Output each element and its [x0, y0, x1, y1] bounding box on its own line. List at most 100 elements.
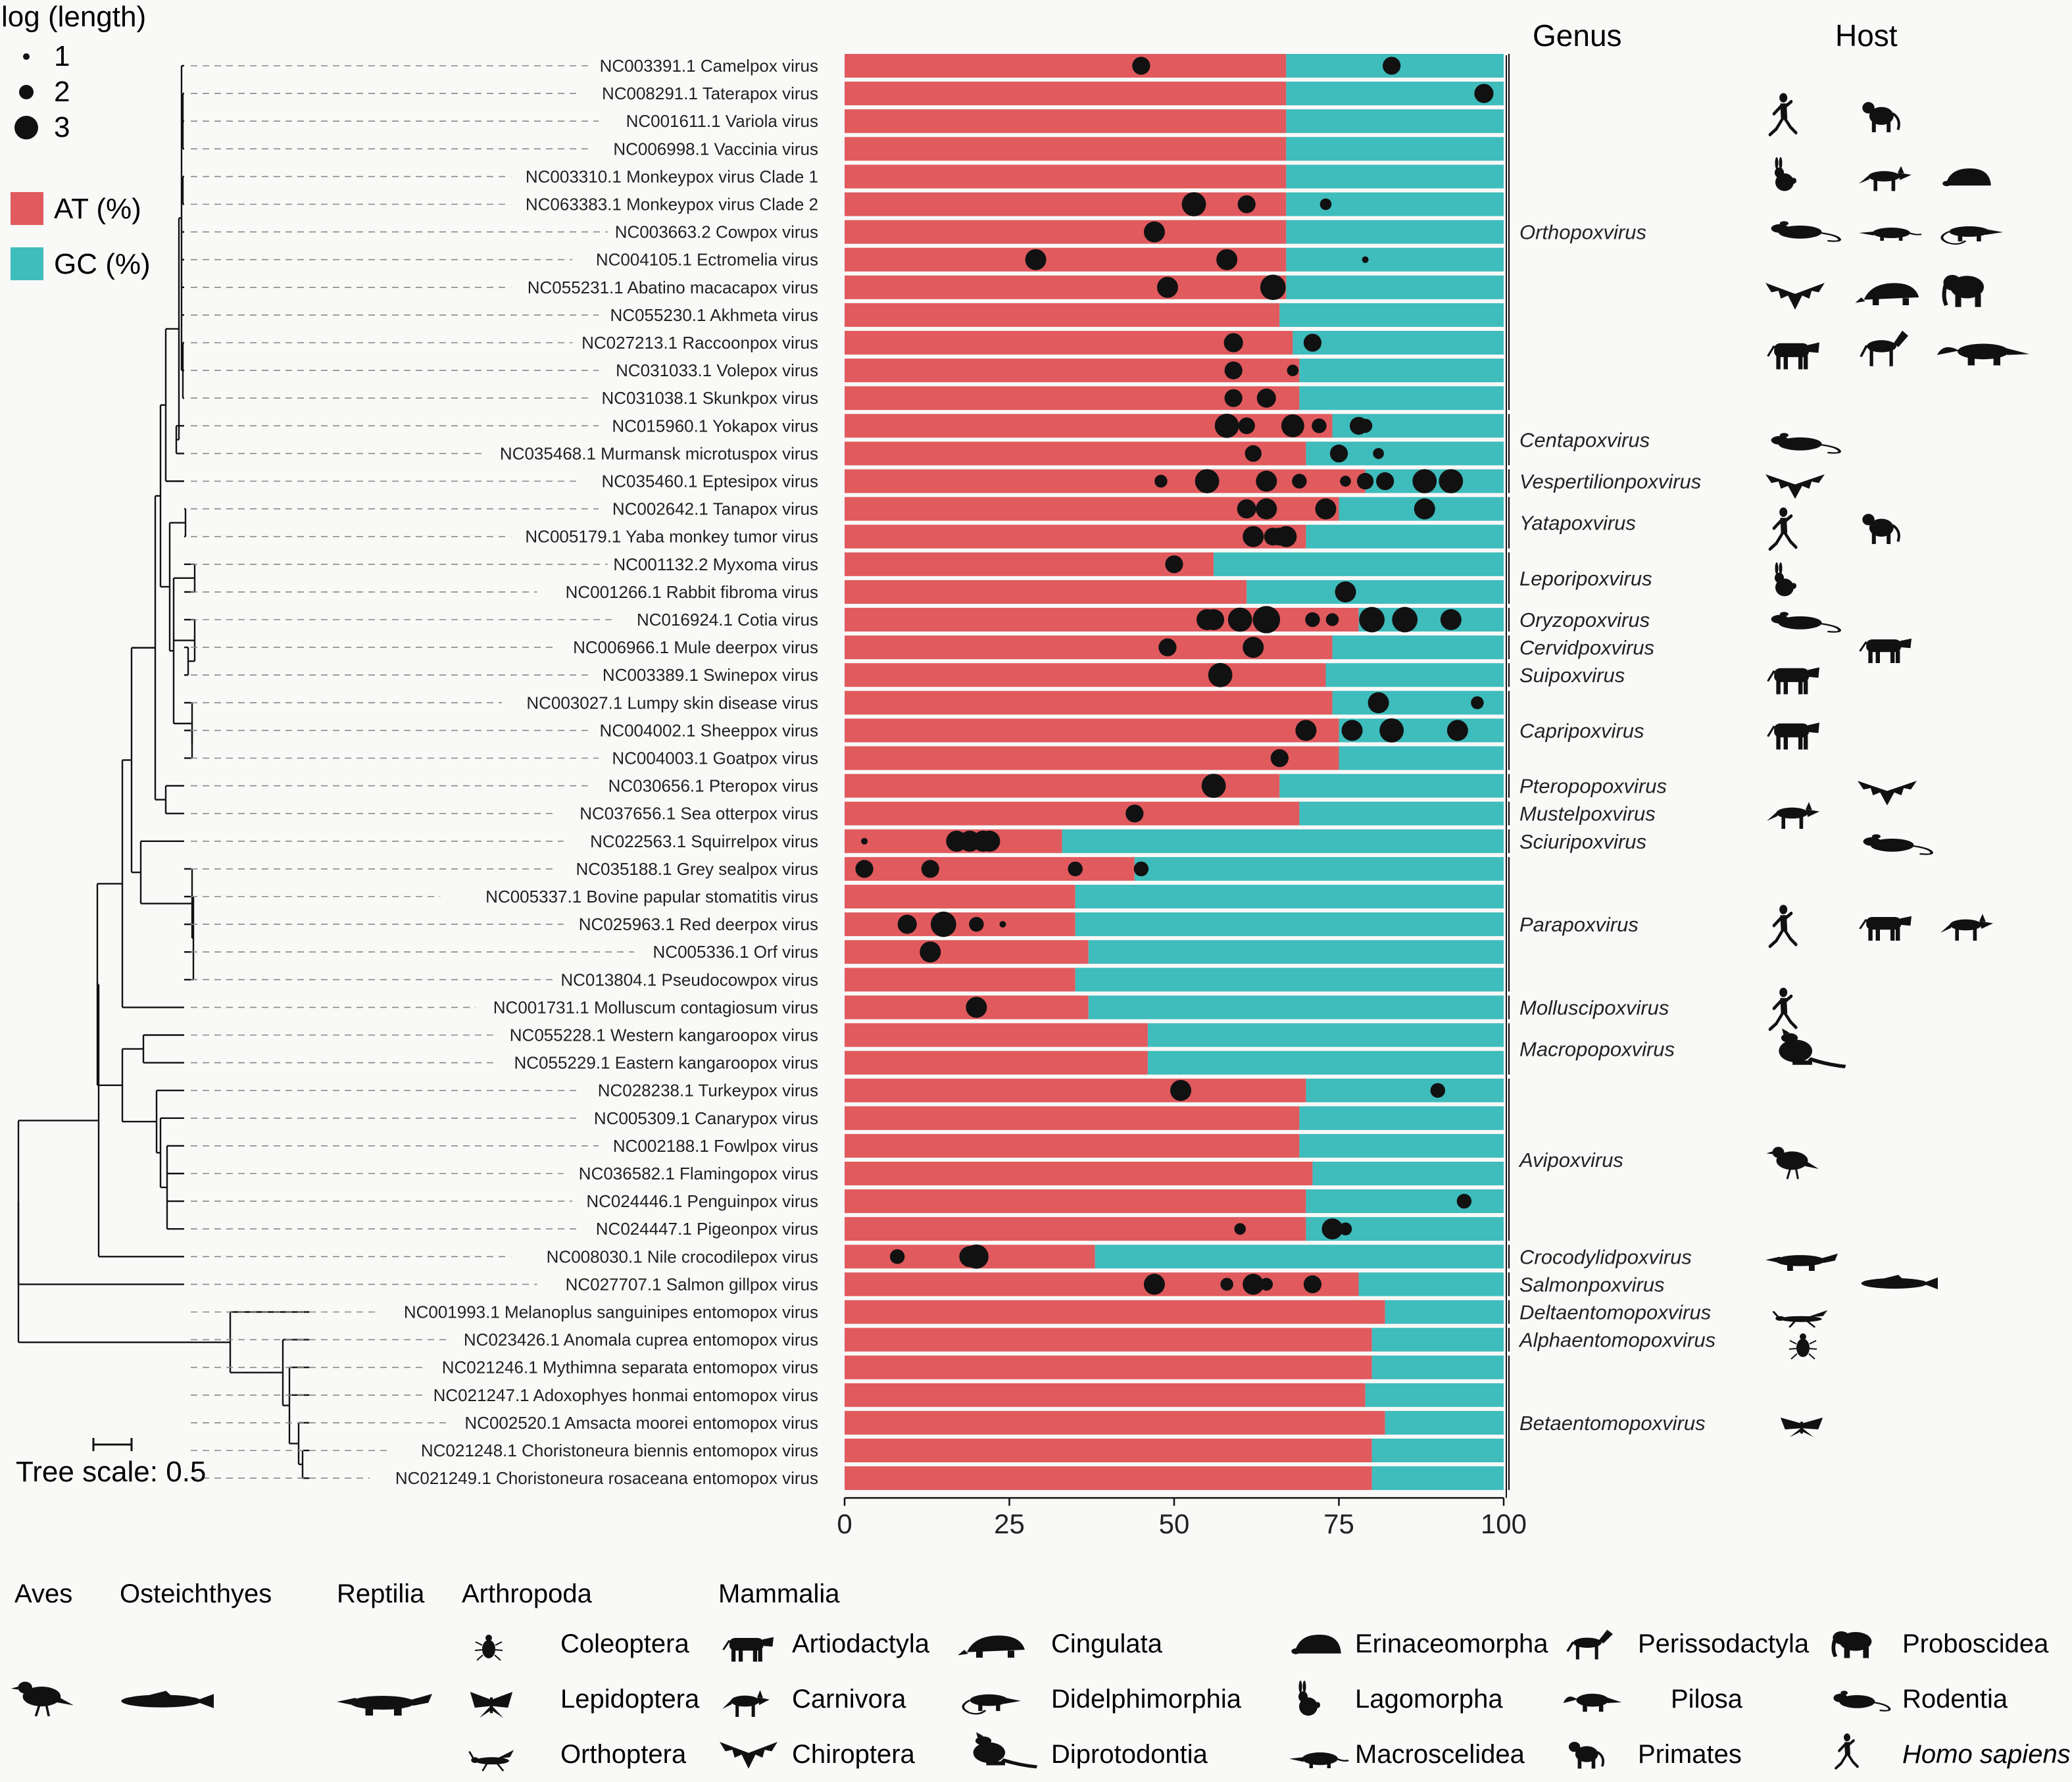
gc-bar-segment [1299, 359, 1504, 383]
legend-rodentia: Rodentia [1902, 1685, 2008, 1714]
length-dot [1256, 470, 1277, 492]
gc-bar-segment [1286, 164, 1504, 189]
taxon-label: NC021247.1 Adoxophyes honmai entomopox v… [433, 1385, 818, 1405]
length-dot [1154, 474, 1168, 488]
x-tick-label: 75 [1323, 1508, 1354, 1539]
at-bar-segment [845, 386, 1300, 410]
length-dot [1303, 334, 1322, 352]
at-bar-segment [845, 1383, 1366, 1407]
length-dot [1430, 1083, 1445, 1098]
host-column [1765, 93, 2030, 1437]
human-icon [1770, 987, 1796, 1029]
taxon-label: NC004105.1 Ectromelia virus [596, 250, 818, 270]
genus-label: Leporipoxvirus [1519, 567, 1652, 590]
bat-icon [1858, 781, 1917, 806]
taxon-label: NC003027.1 Lumpy skin disease virus [526, 693, 818, 712]
gc-bar-segment [1371, 1355, 1504, 1379]
taxon-label: NC008030.1 Nile crocodilepox virus [547, 1247, 818, 1266]
monkey-icon [1861, 101, 1900, 134]
legend-primates: Primates [1638, 1740, 1742, 1769]
at-bar-segment [845, 524, 1306, 549]
gc-bar-segment [1306, 524, 1504, 549]
legend-macroscelidea: Macroscelidea [1355, 1740, 1525, 1769]
length-dot [1329, 444, 1348, 463]
legend-artiodactyla: Artiodactyla [792, 1629, 930, 1658]
genus-label: Salmonpoxvirus [1519, 1273, 1665, 1296]
length-dot [1025, 249, 1047, 270]
length-dot [1339, 1222, 1352, 1235]
length-dot [1281, 414, 1304, 437]
taxon-label: NC001266.1 Rabbit fibroma virus [566, 582, 818, 602]
taxon-label: NC024446.1 Penguinpox virus [586, 1191, 818, 1211]
length-dot [1252, 606, 1281, 633]
group-arthropoda: Arthropoda [462, 1579, 593, 1608]
horse-icon [1860, 329, 1910, 368]
at-bar-segment [845, 691, 1333, 715]
taxon-label: NC013804.1 Pseudocowpox virus [560, 970, 818, 989]
taxon-label: NC015960.1 Yokapox virus [612, 416, 818, 435]
taxon-label: NC031038.1 Skunkpox virus [601, 388, 818, 408]
taxon-label: NC016924.1 Cotia virus [637, 610, 818, 630]
bovine-icon [1767, 721, 1821, 751]
taxon-label: NC035188.1 Grey sealpox virus [576, 859, 818, 879]
taxon-label: NC002520.1 Amsacta moorei entomopox viru… [464, 1413, 818, 1433]
length-dot [1170, 1079, 1192, 1101]
gc-bar-segment [1286, 275, 1504, 299]
taxon-label: NC005179.1 Yaba monkey tumor virus [525, 527, 818, 547]
human-icon [1770, 904, 1796, 946]
taxon-label: NC004003.1 Goatpox virus [612, 749, 818, 768]
rodent-icon [1832, 1689, 1891, 1712]
genus-label: Betaentomopoxvirus [1519, 1412, 1706, 1435]
length-dot [1201, 774, 1226, 798]
at-bar-segment [845, 82, 1287, 106]
kangaroo-icon [974, 1732, 1037, 1767]
length-dot [1165, 555, 1183, 574]
length-dot [1224, 361, 1243, 380]
length-dot [1440, 609, 1462, 630]
length-dot [1368, 692, 1389, 714]
at-bar-segment [845, 359, 1300, 383]
length-dot [1379, 718, 1404, 743]
taxon-label: NC031033.1 Volepox virus [616, 360, 818, 380]
elephant-icon [1944, 275, 1985, 307]
gc-bar-segment [1246, 580, 1504, 604]
length-dot [1335, 581, 1356, 603]
gc-bar-segment [1095, 1245, 1504, 1269]
taxon-label: NC008291.1 Taterapox virus [602, 84, 818, 103]
taxon-label: NC006966.1 Mule deerpox virus [573, 637, 818, 657]
phylogenetic-tree [17, 64, 309, 1479]
human-icon [1770, 93, 1796, 134]
taxon-label: NC024447.1 Pigeonpox virus [596, 1219, 818, 1239]
at-bar-segment [845, 1023, 1148, 1047]
anteater-icon [1936, 343, 2030, 366]
gc-bar-segment [1299, 1106, 1504, 1130]
genus-label: Macropopoxvirus [1519, 1038, 1675, 1061]
length-dot [1320, 198, 1332, 210]
gc-bar-segment [1358, 1272, 1504, 1297]
length-dot [1132, 57, 1150, 75]
length-dot [979, 830, 1000, 852]
length-dot [921, 860, 939, 878]
x-tick-label: 0 [837, 1508, 852, 1539]
taxon-label: NC027213.1 Raccoonpox virus [581, 333, 818, 353]
at-bar-segment [845, 856, 1135, 881]
at-bar-segment [845, 912, 1075, 937]
length-dot [1414, 498, 1435, 520]
human-icon [1770, 507, 1796, 549]
at-bar-segment [845, 552, 1214, 576]
gc-bar-segment [1371, 1466, 1504, 1491]
at-bar-segment [845, 718, 1339, 743]
moth-icon [470, 1692, 513, 1718]
gc-bar-segment [1134, 856, 1504, 881]
at-bar-segment [845, 746, 1339, 770]
gc-bar-segment [1365, 1383, 1504, 1407]
grasshopper-icon [468, 1748, 515, 1772]
gc-bar-segment [1147, 1023, 1504, 1047]
at-bar-segment [845, 663, 1326, 687]
gc-bar-segment [1325, 663, 1504, 687]
gc-bar-segment [1088, 940, 1504, 964]
taxon-label: NC035468.1 Murmansk microtuspox virus [500, 443, 818, 463]
legend-lepidoptera: Lepidoptera [560, 1685, 700, 1714]
taxon-label: NC005336.1 Orf virus [653, 942, 818, 962]
legend-perissodactyla: Perissodactyla [1638, 1629, 1810, 1658]
